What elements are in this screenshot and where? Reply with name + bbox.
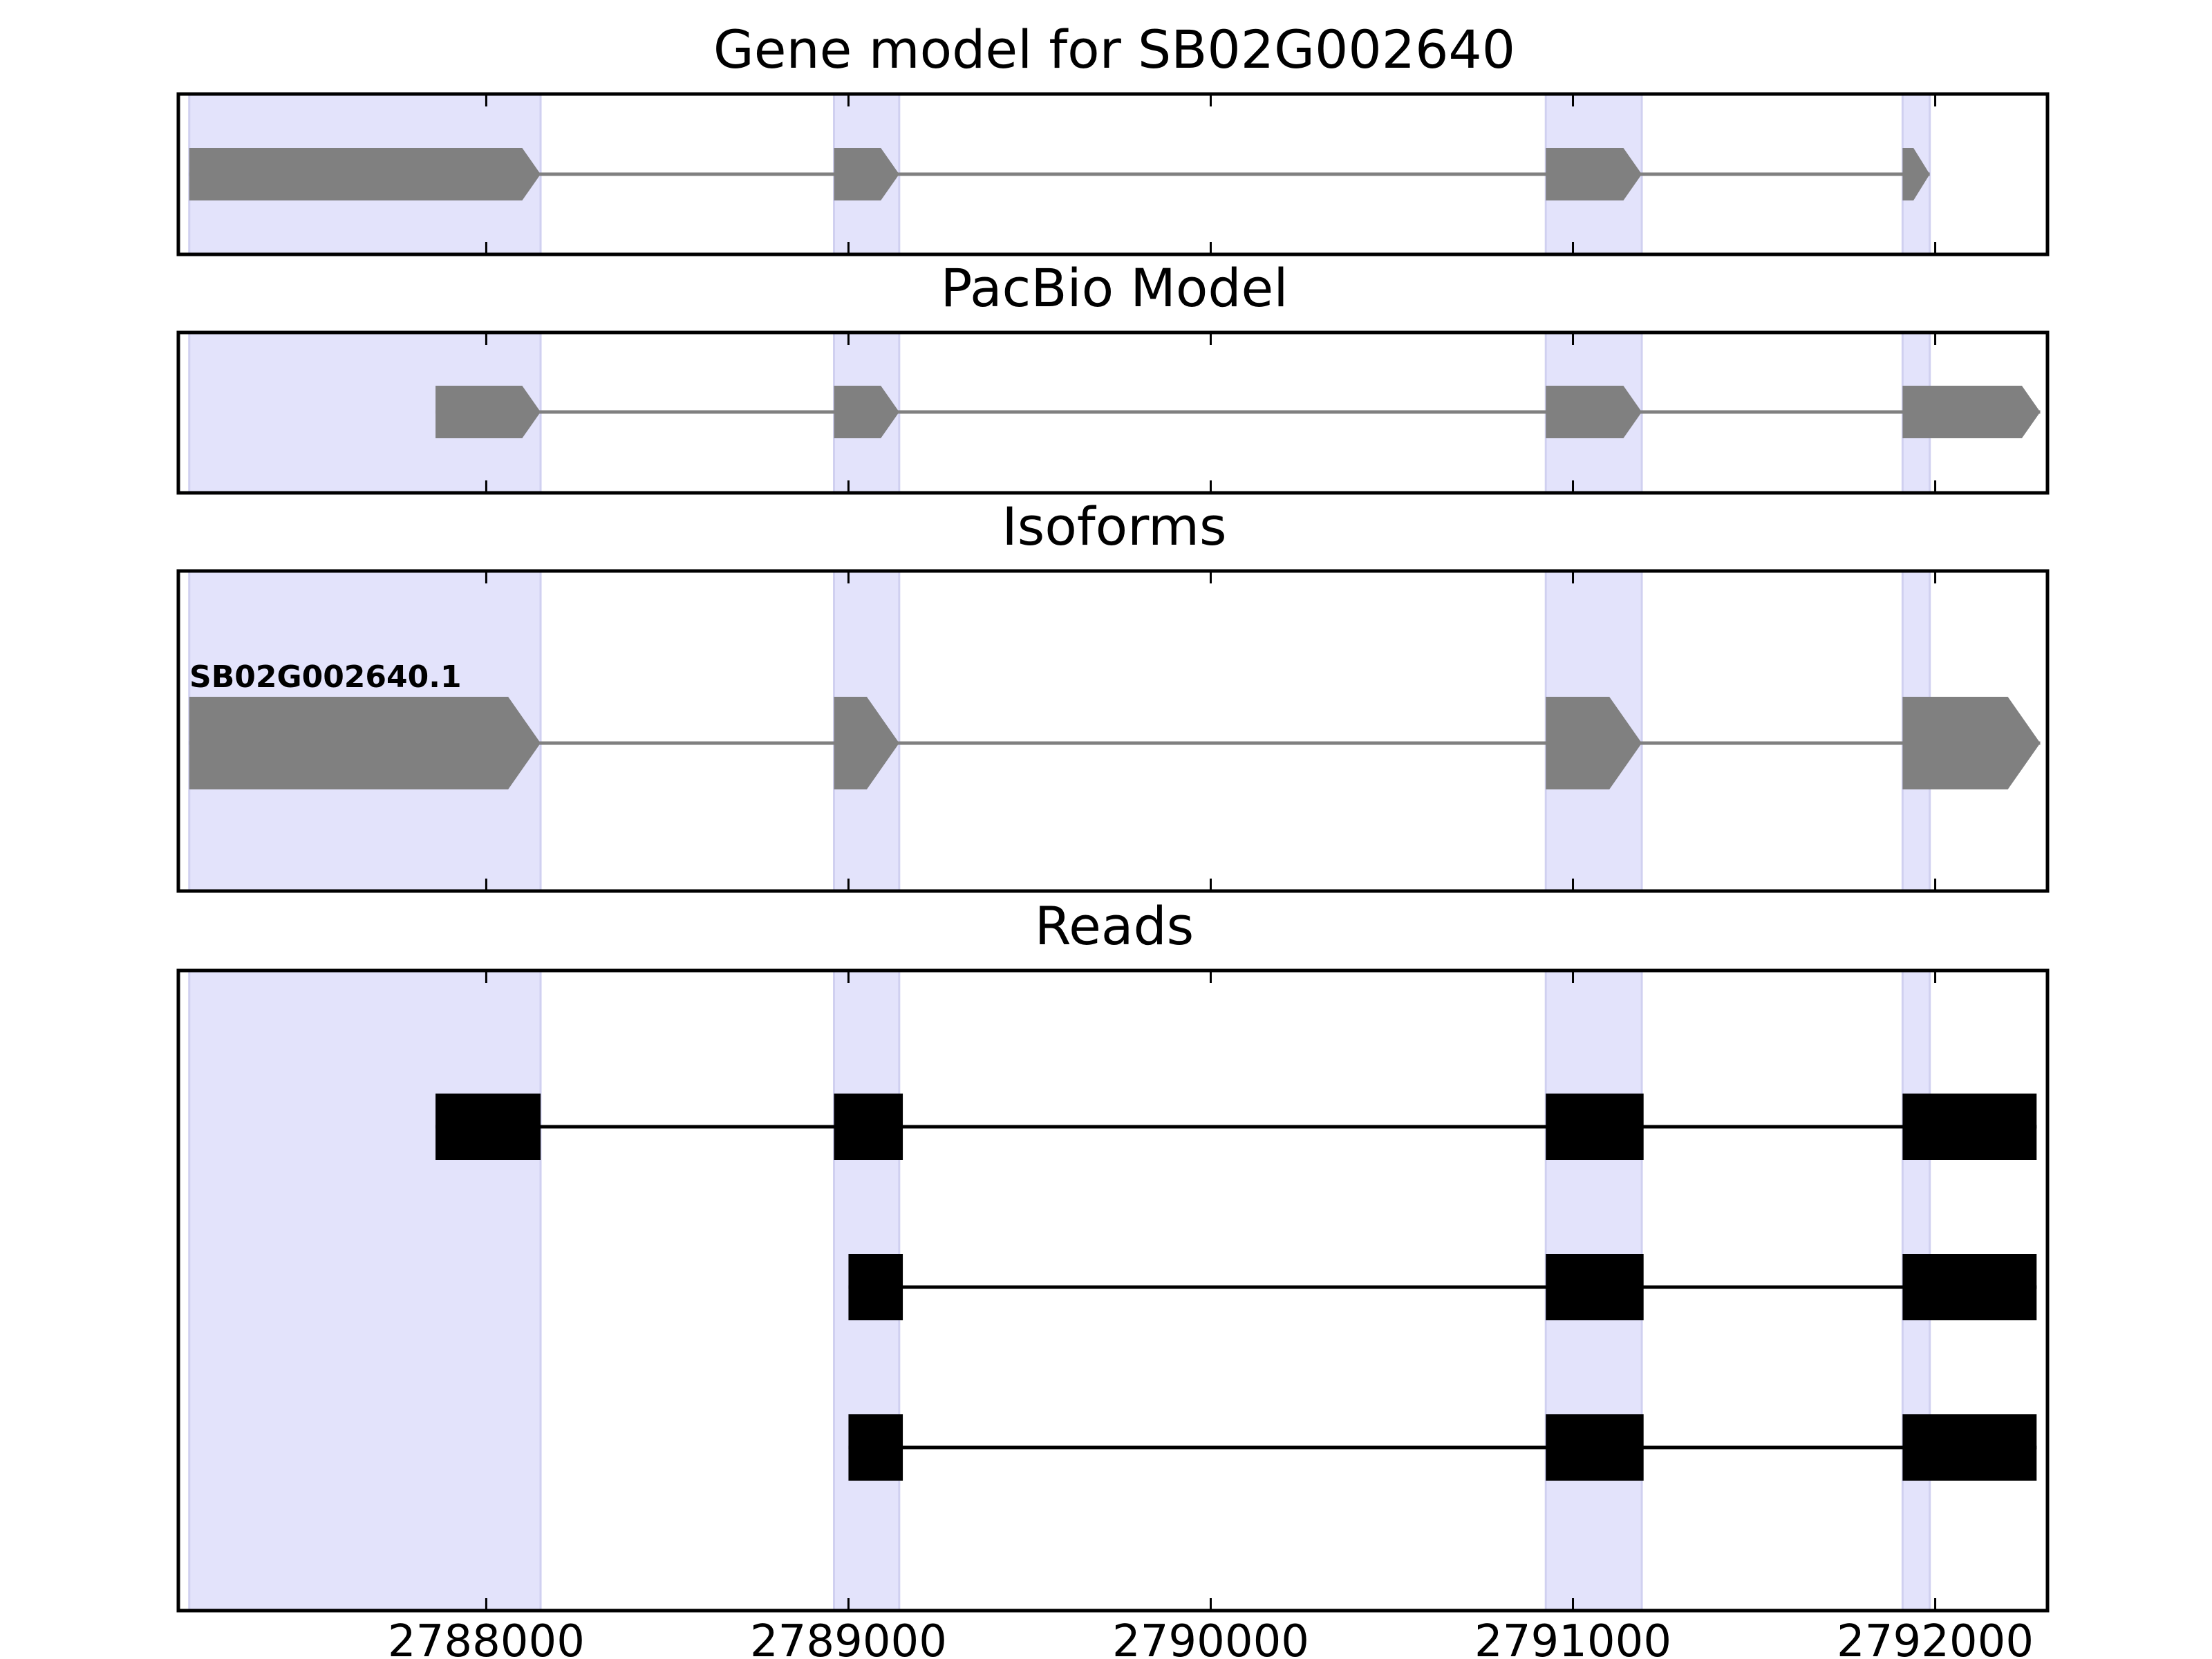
- model-exon-arrow: [1902, 148, 1930, 200]
- panel-frame-isoforms: [176, 569, 2050, 893]
- panel-frame-reads: [176, 968, 2050, 1613]
- x-axis-tick-labels: 2788000 2789000 2790000 2791000 2792000: [388, 1616, 2034, 1659]
- read-exon-block: [1902, 1414, 2037, 1481]
- read-exon-block: [1546, 1254, 1644, 1320]
- model-exon-arrow: [1546, 148, 1642, 200]
- track-layer-reads: [435, 1094, 2037, 1481]
- panel-frame-gene-model: [176, 92, 2050, 256]
- panel-frame-pacbio-model: [176, 330, 2050, 495]
- model-exon-arrow: [1546, 697, 1642, 789]
- x-tick-label: 2789000: [750, 1616, 947, 1659]
- x-tick-label: 2791000: [1474, 1616, 1671, 1659]
- isoform-label: SB02G002640.1: [189, 659, 462, 695]
- panel-title-reads: Reads: [1035, 895, 1194, 957]
- model-exon-arrow: [834, 386, 899, 438]
- model-exon-arrow: [435, 386, 541, 438]
- panel-title-isoforms: Isoforms: [1002, 496, 1226, 557]
- model-exon-arrow: [1902, 386, 2041, 438]
- read-exon-block: [834, 1094, 903, 1160]
- model-exon-arrow: [1902, 697, 2041, 789]
- x-tick-label: 2790000: [1112, 1616, 1309, 1659]
- read-exon-block: [1546, 1094, 1644, 1160]
- model-exon-arrow: [834, 148, 899, 200]
- read-exon-block: [1546, 1414, 1644, 1481]
- read-exon-block: [435, 1094, 541, 1160]
- model-exon-arrow: [834, 697, 899, 789]
- read-exon-block: [848, 1414, 903, 1481]
- track-layer-pacbio-model: [435, 386, 2041, 438]
- panel-title-gene-model: Gene model for SB02G002640: [713, 19, 1515, 80]
- read-exon-block: [1902, 1254, 2037, 1320]
- read-exon-block: [1902, 1094, 2037, 1160]
- track-layer-gene-model: [189, 148, 1930, 200]
- x-ticks-pacbio-model: [485, 332, 1937, 493]
- panel-reads: Reads: [176, 895, 2050, 1613]
- panel-pacbio-model: PacBio Model: [176, 257, 2050, 495]
- x-tick-label: 2792000: [1837, 1616, 2034, 1659]
- model-exon-arrow: [189, 148, 541, 200]
- x-ticks-gene-model: [485, 94, 1937, 254]
- model-exon-arrow: [189, 697, 541, 789]
- model-exon-arrow: [1546, 386, 1642, 438]
- read-exon-block: [848, 1254, 903, 1320]
- exon-highlight-region: [188, 969, 542, 1612]
- panel-isoforms: Isoforms SB02G002640.1: [176, 496, 2050, 893]
- panel-gene-model: Gene model for SB02G002640: [176, 19, 2050, 256]
- x-tick-label: 2788000: [388, 1616, 585, 1659]
- panel-title-pacbio-model: PacBio Model: [941, 257, 1288, 319]
- x-ticks-reads: [485, 971, 1937, 1611]
- x-ticks-isoforms: [485, 571, 1937, 891]
- track-layer-isoforms: SB02G002640.1: [189, 659, 2041, 789]
